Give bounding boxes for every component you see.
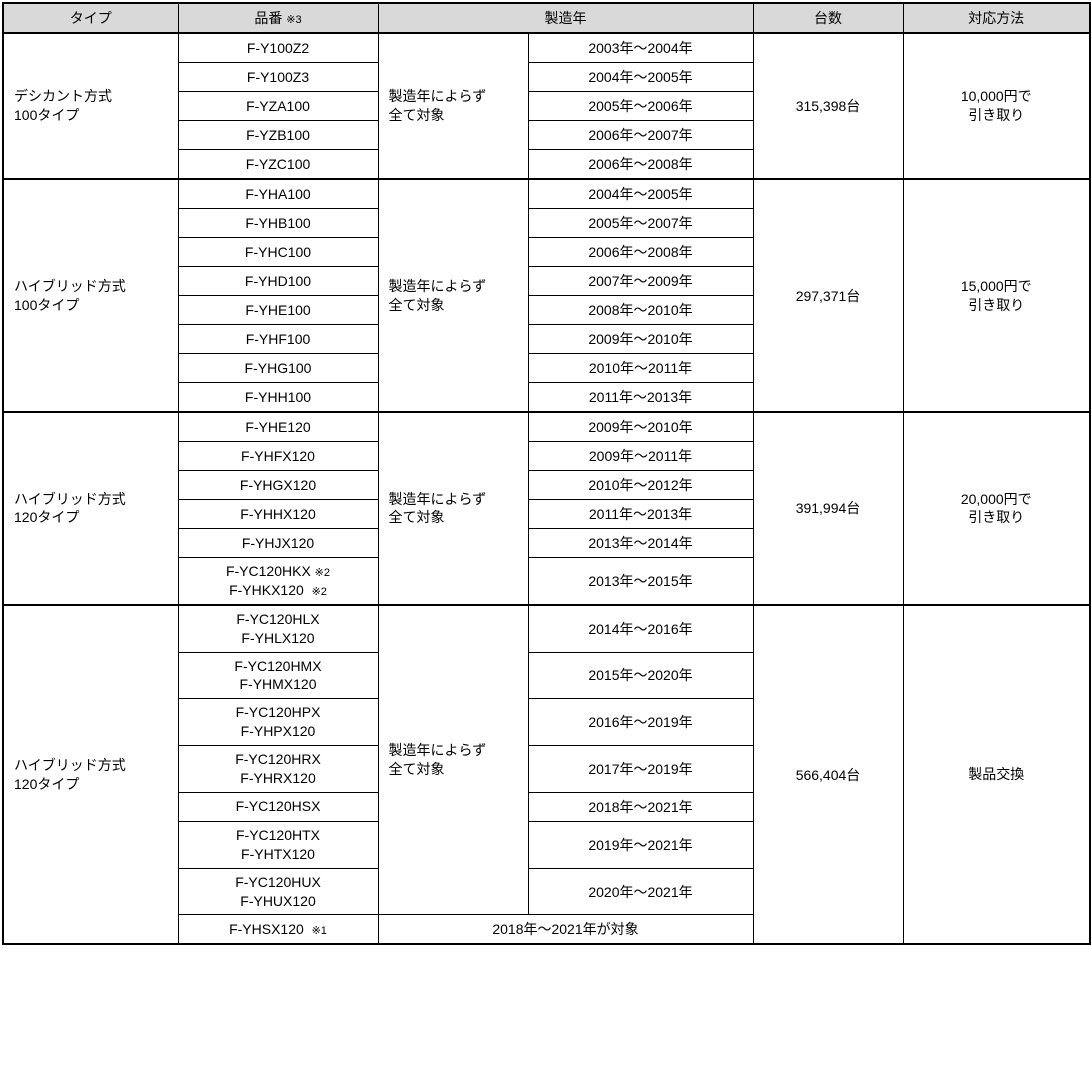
- year-cell: 2018年～2021年: [528, 792, 753, 821]
- action-cell: 20,000円で引き取り: [903, 412, 1090, 605]
- qty-cell: 566,404台: [753, 605, 903, 945]
- year-cell: 2010年～2011年: [528, 354, 753, 383]
- year-cell: 2005年～2007年: [528, 209, 753, 238]
- type-line2: 100タイプ: [14, 106, 172, 125]
- type-cell: ハイブリッド方式120タイプ: [3, 605, 178, 945]
- year-cell: 2015年～2020年: [528, 652, 753, 699]
- model-cell: F-YHG100: [178, 354, 378, 383]
- model-cell: F-YHC100: [178, 238, 378, 267]
- model-cell: F-YC120HMXF-YHMX120: [178, 652, 378, 699]
- model-cell: F-YHSX120 ※1: [178, 915, 378, 945]
- year-cell: 2007年～2009年: [528, 267, 753, 296]
- table-row: デシカント方式100タイプF-Y100Z2製造年によらず全て対象2003年～20…: [3, 33, 1090, 63]
- year-cell: 2017年～2019年: [528, 746, 753, 793]
- note-cell: 製造年によらず全て対象: [378, 605, 528, 915]
- year-cell: 2003年～2004年: [528, 33, 753, 63]
- action-cell: 15,000円で引き取り: [903, 179, 1090, 412]
- type-line1: ハイブリッド方式: [14, 490, 172, 509]
- model-cell: F-YHE120: [178, 412, 378, 442]
- qty-cell: 297,371台: [753, 179, 903, 412]
- header-row: タイプ 品番 ※3 製造年 台数 対応方法: [3, 3, 1090, 33]
- year-cell: 2004年～2005年: [528, 179, 753, 209]
- year-cell: 2013年～2014年: [528, 529, 753, 558]
- note-cell: 製造年によらず全て対象: [378, 33, 528, 179]
- recall-table: タイプ 品番 ※3 製造年 台数 対応方法 デシカント方式100タイプF-Y10…: [2, 2, 1091, 945]
- qty-cell: 315,398台: [753, 33, 903, 179]
- model-cell: F-YHGX120: [178, 471, 378, 500]
- header-qty: 台数: [753, 3, 903, 33]
- year-cell: 2006年～2007年: [528, 121, 753, 150]
- year-cell: 2016年～2019年: [528, 699, 753, 746]
- year-cell: 2011年～2013年: [528, 383, 753, 413]
- model-cell: F-YC120HLXF-YHLX120: [178, 605, 378, 652]
- note-cell: 製造年によらず全て対象: [378, 412, 528, 605]
- type-cell: デシカント方式100タイプ: [3, 33, 178, 179]
- model-cell: F-YHB100: [178, 209, 378, 238]
- model-cell: F-YC120HKX ※2F-YHKX120 ※2: [178, 558, 378, 605]
- year-cell: 2019年～2021年: [528, 821, 753, 868]
- header-model: 品番 ※3: [178, 3, 378, 33]
- model-cell: F-Y100Z3: [178, 63, 378, 92]
- year-cell: 2009年～2010年: [528, 325, 753, 354]
- type-line1: デシカント方式: [14, 87, 172, 106]
- table-row: ハイブリッド方式120タイプF-YC120HLXF-YHLX120製造年によらず…: [3, 605, 1090, 652]
- type-line1: ハイブリッド方式: [14, 756, 172, 775]
- year-span-cell: 2018年～2021年が対象: [378, 915, 753, 945]
- header-year: 製造年: [378, 3, 753, 33]
- header-action: 対応方法: [903, 3, 1090, 33]
- year-cell: 2006年～2008年: [528, 238, 753, 267]
- model-cell: F-YC120HSX: [178, 792, 378, 821]
- type-line2: 120タイプ: [14, 775, 172, 794]
- year-cell: 2009年～2011年: [528, 442, 753, 471]
- year-cell: 2010年～2012年: [528, 471, 753, 500]
- model-cell: F-YHFX120: [178, 442, 378, 471]
- year-cell: 2006年～2008年: [528, 150, 753, 180]
- model-cell: F-YHH100: [178, 383, 378, 413]
- action-cell: 製品交換: [903, 605, 1090, 945]
- year-cell: 2013年～2015年: [528, 558, 753, 605]
- year-cell: 2008年～2010年: [528, 296, 753, 325]
- year-cell: 2014年～2016年: [528, 605, 753, 652]
- model-cell: F-YHA100: [178, 179, 378, 209]
- type-line1: ハイブリッド方式: [14, 277, 172, 296]
- model-cell: F-YZB100: [178, 121, 378, 150]
- note-cell: 製造年によらず全て対象: [378, 179, 528, 412]
- model-cell: F-YZC100: [178, 150, 378, 180]
- model-cell: F-YC120HUXF-YHUX120: [178, 868, 378, 915]
- year-cell: 2004年～2005年: [528, 63, 753, 92]
- year-cell: 2020年～2021年: [528, 868, 753, 915]
- model-cell: F-YC120HTXF-YHTX120: [178, 821, 378, 868]
- model-cell: F-YC120HRXF-YHRX120: [178, 746, 378, 793]
- year-cell: 2005年～2006年: [528, 92, 753, 121]
- qty-cell: 391,994台: [753, 412, 903, 605]
- table-row: ハイブリッド方式120タイプF-YHE120製造年によらず全て対象2009年～2…: [3, 412, 1090, 442]
- model-cell: F-YHF100: [178, 325, 378, 354]
- type-cell: ハイブリッド方式100タイプ: [3, 179, 178, 412]
- model-cell: F-YC120HPXF-YHPX120: [178, 699, 378, 746]
- model-cell: F-Y100Z2: [178, 33, 378, 63]
- header-type: タイプ: [3, 3, 178, 33]
- table-row: ハイブリッド方式100タイプF-YHA100製造年によらず全て対象2004年～2…: [3, 179, 1090, 209]
- type-line2: 100タイプ: [14, 296, 172, 315]
- model-cell: F-YZA100: [178, 92, 378, 121]
- type-cell: ハイブリッド方式120タイプ: [3, 412, 178, 605]
- year-cell: 2011年～2013年: [528, 500, 753, 529]
- year-cell: 2009年～2010年: [528, 412, 753, 442]
- type-line2: 120タイプ: [14, 508, 172, 527]
- model-cell: F-YHHX120: [178, 500, 378, 529]
- model-cell: F-YHE100: [178, 296, 378, 325]
- model-cell: F-YHJX120: [178, 529, 378, 558]
- model-cell: F-YHD100: [178, 267, 378, 296]
- action-cell: 10,000円で引き取り: [903, 33, 1090, 179]
